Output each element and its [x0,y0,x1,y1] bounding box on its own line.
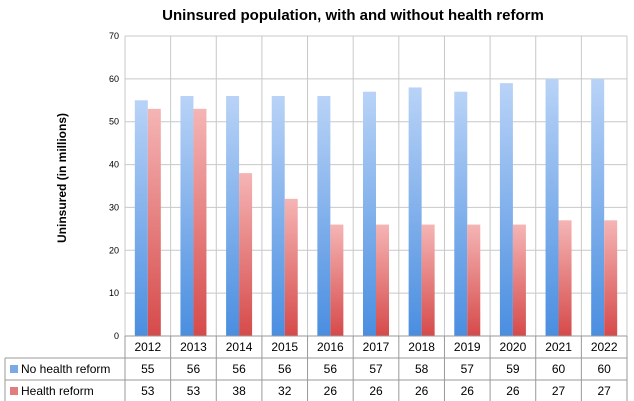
y-tick-label: 10 [109,288,119,298]
legend-health-reform-swatch [10,387,18,395]
data-label: 58 [415,362,429,376]
y-tick-label: 50 [109,117,119,127]
data-label: 32 [278,384,292,398]
bar-health-reform [284,198,298,336]
bar-health-reform [376,224,389,336]
y-tick-label: 70 [109,31,119,41]
bar-health-reform [421,224,435,336]
data-label: 26 [506,384,520,398]
data-label: 60 [598,362,612,376]
data-label: 59 [506,362,520,376]
bar-no-health-reform [180,96,194,336]
x-tick-label: 2017 [363,340,390,354]
chart-title: Uninsured population, with and without h… [162,7,544,24]
data-label: 26 [369,384,383,398]
bar-no-health-reform [499,83,513,337]
x-tick-label: 2016 [317,340,344,354]
x-tick-label: 2019 [454,340,481,354]
bar-no-health-reform [454,91,468,336]
bar-no-health-reform [317,96,331,336]
legend-health-reform-label: Health reform [21,384,94,398]
legend-no-health-reform-label: No health reform [21,362,110,376]
bar-health-reform [512,224,526,336]
legend-no-health-reform-swatch [10,365,18,373]
y-tick-label: 30 [109,202,119,212]
x-tick-label: 2018 [408,340,435,354]
y-tick-label: 60 [109,74,119,84]
data-table: 2012 2013 2014 2015 2016 2017 2018 2019 2020 2021… [4,335,628,401]
data-label: 53 [187,384,201,398]
data-label: 60 [552,362,566,376]
x-tick-label: 2014 [226,340,253,354]
bar-no-health-reform [591,78,605,336]
y-axis-label: Uninsured (in millions) [55,113,69,243]
bar-health-reform [147,108,161,336]
data-label: 26 [461,384,475,398]
data-label: 56 [187,362,201,376]
data-label: 26 [324,384,338,398]
bar-no-health-reform [134,100,148,337]
bar-health-reform [467,224,481,336]
x-tick-label: 2020 [500,340,527,354]
bar-health-reform [193,108,207,336]
x-tick-label: 2021 [545,340,572,354]
x-tick-label: 2022 [591,340,618,354]
bar-no-health-reform [226,96,240,336]
bar-no-health-reform [363,91,376,336]
bar-no-health-reform [408,87,422,336]
data-label: 56 [324,362,338,376]
x-tick-label: 2012 [134,340,161,354]
bar-health-reform [239,173,253,336]
data-label: 56 [278,362,292,376]
y-tick-label: 20 [109,245,119,255]
y-tick-label: 0 [114,331,119,341]
bar-no-health-reform [271,96,285,336]
data-label: 53 [141,384,155,398]
data-label: 38 [232,384,246,398]
bar-no-health-reform [545,78,559,336]
x-tick-label: 2015 [271,340,298,354]
bar-health-reform [558,220,572,336]
data-label: 55 [141,362,155,376]
bars [134,78,618,337]
data-label: 56 [232,362,246,376]
bar-health-reform [604,220,618,336]
data-label: 27 [552,384,566,398]
data-label: 27 [598,384,612,398]
data-label: 26 [415,384,429,398]
data-label: 57 [461,362,475,376]
x-tick-label: 2013 [180,340,207,354]
data-label: 57 [369,362,383,376]
y-tick-label: 40 [109,160,119,170]
bar-health-reform [330,224,344,336]
y-tick-labels: 0 10 20 30 40 50 60 70 [109,31,119,341]
